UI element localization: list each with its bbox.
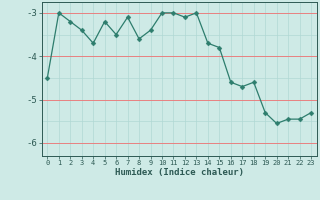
X-axis label: Humidex (Indice chaleur): Humidex (Indice chaleur): [115, 168, 244, 177]
